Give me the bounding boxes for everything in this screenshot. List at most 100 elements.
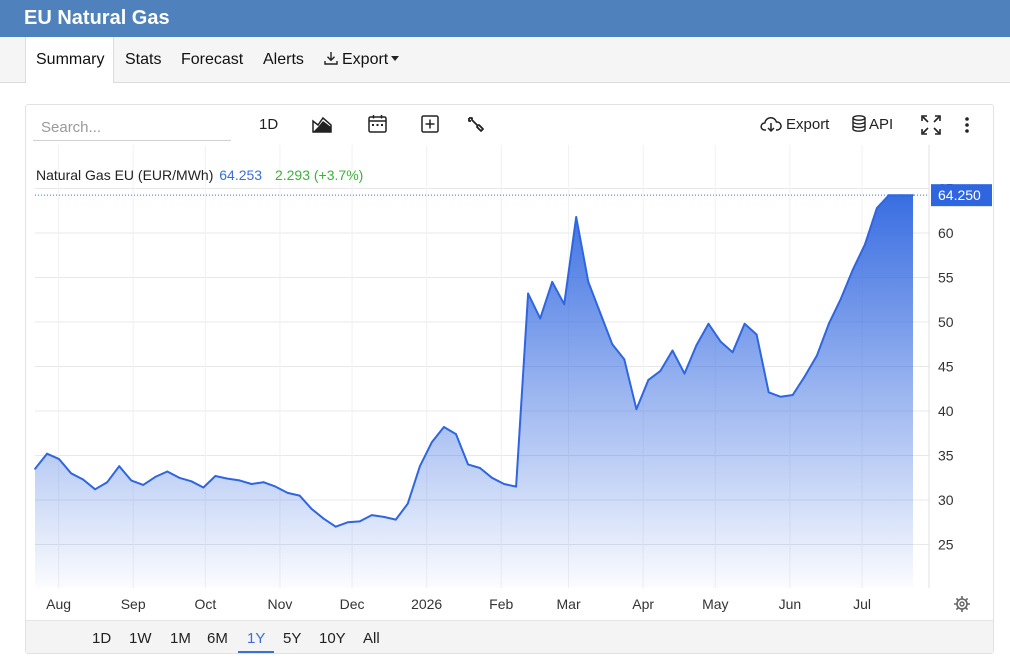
- data-point: [851, 268, 854, 271]
- date-range-button[interactable]: [368, 114, 387, 140]
- data-point: [707, 322, 710, 325]
- more-menu-button[interactable]: [964, 116, 970, 142]
- data-point: [310, 508, 313, 510]
- chart-type-button[interactable]: [312, 115, 332, 141]
- tab-forecast[interactable]: Forecast: [181, 37, 243, 82]
- data-point: [467, 463, 469, 466]
- x-tick-label: Mar: [557, 596, 581, 612]
- data-point: [46, 452, 48, 455]
- data-point: [479, 467, 481, 469]
- data-point: [563, 303, 566, 306]
- tab-alerts[interactable]: Alerts: [263, 37, 304, 82]
- range-button-5y[interactable]: 5Y: [283, 630, 302, 647]
- gear-icon: [954, 596, 970, 612]
- price-line: [34, 194, 913, 528]
- export-chart-button[interactable]: Export: [760, 112, 829, 138]
- data-point: [815, 354, 818, 357]
- data-point: [286, 491, 289, 494]
- data-point: [779, 395, 782, 398]
- legend-series-name: Natural Gas EU (EUR/MWh): [36, 167, 214, 183]
- tab-export-label: Export: [342, 51, 389, 68]
- price-area: [35, 195, 913, 588]
- data-point: [551, 281, 554, 283]
- data-point: [719, 340, 722, 343]
- data-point: [791, 394, 794, 396]
- y-tick-label: 55: [938, 270, 954, 286]
- interval-button[interactable]: 1D: [259, 112, 278, 138]
- price-tag-bg: [931, 184, 992, 207]
- legend-change: 2.293 (+3.7%): [274, 167, 364, 183]
- data-point: [443, 426, 445, 428]
- title-bar: EU Natural Gas: [0, 0, 1010, 37]
- range-button-all[interactable]: All: [363, 630, 380, 647]
- chevron-down-icon: [391, 56, 400, 61]
- data-point: [587, 281, 590, 283]
- data-point: [418, 465, 421, 468]
- data-point: [455, 433, 457, 436]
- search-input[interactable]: [33, 114, 231, 141]
- range-selector: [26, 620, 993, 653]
- range-button-1y[interactable]: 1Y: [247, 630, 266, 647]
- data-point: [827, 322, 830, 325]
- data-point: [839, 297, 842, 300]
- range-button-6m[interactable]: 6M: [207, 630, 228, 647]
- settings-tool-button[interactable]: [466, 115, 485, 141]
- legend-price: 64.253: [219, 167, 263, 183]
- x-tick-label: Dec: [340, 596, 365, 612]
- database-icon: [852, 115, 866, 132]
- tab-summary-label: Summary: [36, 51, 105, 68]
- data-point: [262, 481, 265, 484]
- data-point: [491, 476, 493, 479]
- tab-summary[interactable]: Summary: [25, 37, 114, 83]
- x-tick-label: Apr: [632, 596, 654, 612]
- data-point: [142, 483, 145, 486]
- data-point: [599, 312, 602, 314]
- data-point: [190, 480, 193, 483]
- tab-export[interactable]: Export: [323, 37, 400, 82]
- data-point: [298, 494, 301, 497]
- range-button-1w[interactable]: 1W: [129, 630, 152, 647]
- data-point: [659, 370, 662, 372]
- x-tick-label: Nov: [267, 596, 292, 612]
- data-point: [515, 485, 517, 488]
- data-point: [767, 391, 770, 394]
- tab-stats[interactable]: Stats: [125, 37, 161, 82]
- x-tick-label: Oct: [194, 596, 216, 612]
- add-indicator-button[interactable]: [421, 115, 439, 141]
- tab-forecast-label: Forecast: [181, 51, 244, 68]
- data-point: [394, 518, 397, 521]
- tab-alerts-label: Alerts: [263, 51, 304, 68]
- data-point: [34, 467, 36, 470]
- interval-label: 1D: [259, 116, 279, 133]
- data-point: [178, 476, 181, 479]
- range-button-10y[interactable]: 10Y: [319, 630, 346, 647]
- data-point: [154, 475, 157, 478]
- y-tick-label: 60: [938, 225, 954, 241]
- data-point: [334, 525, 337, 528]
- data-point: [503, 483, 505, 485]
- data-point: [58, 458, 60, 460]
- data-point: [106, 481, 109, 484]
- range-button-1m[interactable]: 1M: [170, 630, 191, 647]
- y-tick-label: 35: [938, 448, 954, 464]
- chart-type-icon: [312, 116, 332, 133]
- data-point: [322, 517, 325, 520]
- data-point: [431, 441, 433, 444]
- y-tick-label: 50: [938, 314, 954, 330]
- data-point: [274, 485, 277, 488]
- data-point: [539, 317, 542, 320]
- wrench-icon: [468, 117, 484, 132]
- download-icon: [324, 52, 338, 65]
- range-button-1d[interactable]: 1D: [92, 630, 112, 647]
- data-point: [683, 372, 686, 375]
- chart-settings-button[interactable]: [954, 596, 970, 612]
- active-range-indicator: [238, 651, 274, 653]
- x-tick-label: Feb: [489, 596, 513, 612]
- fullscreen-button[interactable]: [921, 115, 941, 141]
- x-tick-label: Jul: [853, 596, 871, 612]
- api-button[interactable]: API: [852, 112, 893, 138]
- y-tick-label: 30: [938, 492, 954, 508]
- x-tick-label: Jun: [779, 596, 802, 612]
- price-tag: 64.250: [938, 187, 981, 203]
